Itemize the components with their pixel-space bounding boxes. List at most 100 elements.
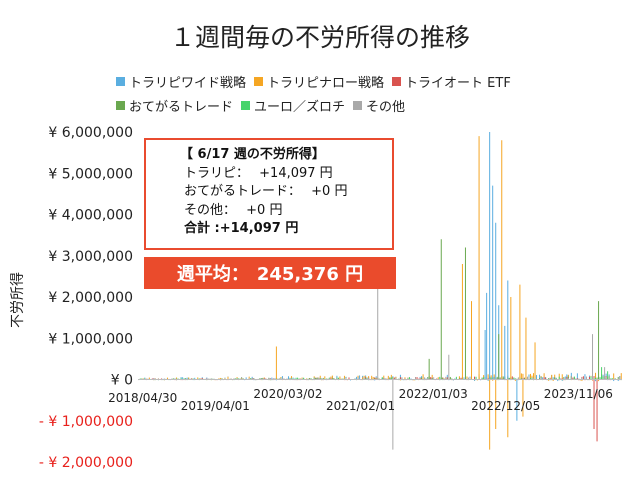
bar-1-week-293 — [581, 379, 583, 382]
bar-5-week-281 — [563, 378, 565, 380]
legend-label: おてがるトレード — [129, 100, 234, 115]
bar-4-week-288 — [573, 376, 575, 380]
y-tick-label: ¥ 6,000,000 — [48, 125, 133, 141]
bar-2-week-127 — [330, 378, 332, 380]
bar-5-week-311 — [608, 376, 610, 380]
box-line-value: +0 円 — [311, 184, 348, 199]
bar-3-week-201 — [442, 377, 444, 380]
bar-5-week-309 — [605, 376, 607, 380]
bar-1-week-3 — [142, 378, 144, 380]
bar-5-week-203 — [445, 376, 447, 380]
bar-0-week-290 — [576, 373, 578, 380]
bar-3-week-315 — [614, 378, 616, 380]
legend-swatch-icon — [353, 101, 363, 110]
x-tick-label: 2023/11/06 — [544, 387, 613, 401]
legend-swatch-icon — [392, 77, 402, 86]
bar-4-week-312 — [610, 378, 612, 380]
bar-1-week-133 — [339, 376, 341, 380]
bar-2-week-287 — [572, 377, 574, 380]
bar-5-week-296 — [585, 376, 587, 380]
bar-2-week-301 — [593, 376, 595, 380]
bar-0-week-267 — [542, 377, 544, 380]
weekly-income-box: 【 6/17 週の不労所得】 トラリピ： +14,097 円 おてがるトレード：… — [144, 138, 394, 250]
bar-0-week-146 — [359, 375, 361, 380]
bar-5-week-168 — [392, 379, 394, 450]
bar-0-week-230 — [486, 292, 488, 380]
bar-5-week-95 — [281, 378, 283, 380]
bar-1-week-274 — [552, 379, 554, 381]
bar-1-week-244 — [507, 379, 509, 438]
bar-1-week-73 — [248, 376, 250, 380]
bar-4-week-199 — [439, 376, 441, 380]
x-tick-label: 2021/02/01 — [326, 399, 395, 413]
bar-4-week-305 — [599, 377, 601, 380]
bar-5-week-68 — [241, 378, 243, 380]
bar-0-week-71 — [245, 377, 247, 380]
bar-2-week-269 — [545, 377, 547, 380]
bar-5-week-121 — [321, 377, 323, 380]
bar-3-week-31 — [185, 378, 187, 380]
bar-2-week-197 — [436, 378, 438, 380]
bar-4-week-4 — [144, 378, 146, 380]
bar-2-week-204 — [446, 377, 448, 380]
bar-5-week-119 — [318, 377, 320, 380]
bar-1-week-268 — [543, 373, 545, 380]
bar-0-week-95 — [281, 376, 283, 380]
legend-item-toraripi-narrow: トラリピナロー戦略 — [254, 72, 384, 91]
bar-3-week-166 — [389, 377, 391, 380]
bar-1-week-120 — [319, 375, 321, 380]
bar-5-week-218 — [467, 377, 469, 380]
bar-4-week-299 — [590, 376, 592, 380]
legend-row-1: トラリピワイド戦略 トラリピナロー戦略 トライオート ETF — [116, 72, 519, 91]
bar-1-week-107 — [300, 378, 302, 380]
bar-4-week-179 — [408, 377, 410, 380]
bar-2-week-173 — [399, 377, 401, 380]
bar-0-week-144 — [356, 376, 358, 380]
bar-2-week-89 — [272, 378, 274, 380]
bar-5-week-61 — [230, 378, 232, 380]
bar-1-week-128 — [331, 375, 333, 380]
bar-3-week-317 — [617, 376, 619, 380]
bar-1-week-233 — [490, 375, 492, 380]
bar-3-week-275 — [554, 377, 556, 380]
bar-1-week-165 — [387, 375, 389, 380]
legend-swatch-icon — [254, 77, 264, 86]
bar-0-week-277 — [557, 379, 559, 382]
box-total-label: 合計 : — [184, 221, 220, 236]
bar-4-week-306 — [601, 367, 603, 380]
y-axis-ticks: ¥ 6,000,000 ¥ 5,000,000 ¥ 4,000,000 ¥ 3,000… — [39, 125, 133, 471]
bar-3-week-303 — [596, 377, 598, 380]
bar-1-week-304 — [598, 379, 600, 382]
bar-2-week-247 — [511, 376, 513, 380]
bar-4-week-132 — [337, 377, 339, 380]
bar-1-week-91 — [275, 346, 277, 380]
bar-0-week-215 — [463, 377, 465, 380]
bar-4-week-74 — [250, 377, 252, 380]
bar-1-week-25 — [176, 377, 178, 380]
bar-3-week-241 — [502, 376, 504, 380]
bar-0-week-265 — [539, 374, 541, 380]
bar-1-week-271 — [548, 379, 550, 381]
bar-2-week-290 — [576, 378, 578, 380]
bar-0-week-242 — [504, 325, 506, 380]
bar-1-week-228 — [483, 375, 485, 380]
bar-1-week-256 — [525, 317, 527, 380]
bar-5-week-189 — [424, 377, 426, 380]
legend-label: トライオート ETF — [405, 76, 511, 91]
box-line-toraripi: トラリピ： +14,097 円 — [184, 165, 392, 184]
bar-4-week-245 — [508, 377, 510, 380]
bar-5-week-205 — [448, 354, 450, 380]
bar-4-week-114 — [310, 378, 312, 380]
bar-2-week-272 — [549, 377, 551, 380]
box-line-otegaru: おてがるトレード： +0 円 — [184, 183, 392, 202]
weekly-average-banner: 週平均： 245,376 円 — [144, 257, 396, 289]
bar-5-week-94 — [280, 378, 282, 380]
bar-5-week-86 — [268, 377, 270, 380]
bar-1-week-194 — [431, 374, 433, 380]
bar-2-week-15 — [160, 378, 162, 380]
bar-1-week-214 — [461, 264, 463, 380]
bar-3-week-33 — [188, 378, 190, 380]
bar-1-week-231 — [487, 374, 489, 380]
bar-0-week-204 — [446, 374, 448, 380]
